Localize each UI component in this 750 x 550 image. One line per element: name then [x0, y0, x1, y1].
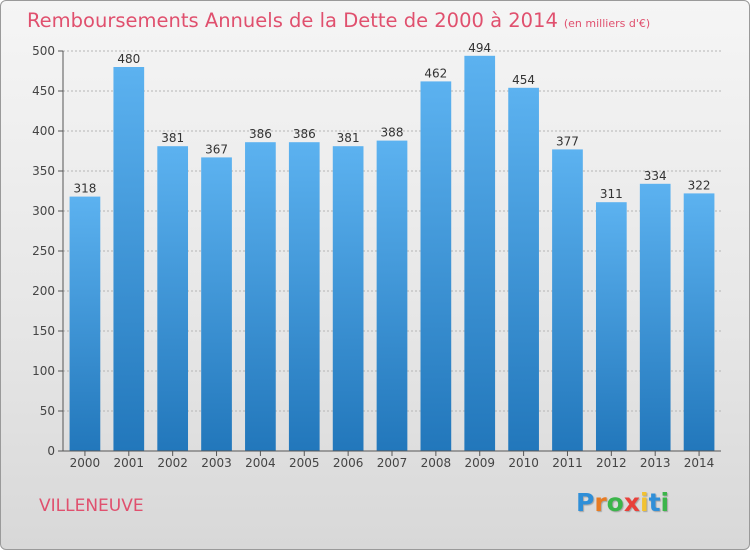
y-tick-label: 250: [32, 244, 55, 258]
bar-2002: [157, 146, 189, 451]
data-label-2012: 311: [600, 187, 623, 201]
tick-labels: 0 50 100 150 200 250 300 350 400 450 500 2000 2001 20…: [32, 44, 714, 470]
bar-2001: [113, 67, 145, 451]
x-tick-label-2010: 2010: [508, 456, 539, 470]
bar-2007: [376, 140, 408, 451]
data-label-2004: 386: [249, 127, 272, 141]
x-tick-label-2007: 2007: [377, 456, 408, 470]
y-tick-label: 400: [32, 124, 55, 138]
x-tick-label-2006: 2006: [333, 456, 364, 470]
chart-title: Remboursements Annuels de la Dette de 20…: [27, 9, 650, 32]
bar-2000: [69, 196, 101, 451]
bar-2011: [552, 149, 583, 451]
data-labels: 318 480 381 367 386 386 381 388 462 494 454 377 311 3…: [73, 41, 710, 201]
chart-subtitle: (en milliers d'€): [563, 17, 651, 30]
y-tick-label: 350: [32, 164, 55, 178]
logo-letter: o: [606, 488, 624, 517]
data-label-2014: 322: [688, 178, 711, 192]
x-tick-label-2005: 2005: [289, 456, 320, 470]
logo-letter: x: [623, 488, 640, 517]
x-tick-label-2013: 2013: [640, 456, 671, 470]
y-tick-label: 100: [32, 364, 55, 378]
y-tick-label: 450: [32, 84, 55, 98]
x-tick-label-2002: 2002: [157, 456, 188, 470]
x-tick-label-2004: 2004: [245, 456, 276, 470]
data-label-2008: 462: [424, 66, 447, 80]
data-label-2006: 381: [337, 131, 360, 145]
data-label-2007: 388: [381, 126, 404, 140]
bar-2008: [420, 81, 452, 452]
x-tick-label-2001: 2001: [114, 456, 145, 470]
bar-2006: [332, 146, 364, 451]
chart-title-text: Remboursements Annuels de la Dette de 20…: [27, 9, 558, 32]
x-tick-label-2003: 2003: [201, 456, 232, 470]
logo-letter: r: [594, 488, 607, 517]
proxiti-logo: Proxiti: [576, 488, 669, 517]
x-tick-label-2008: 2008: [421, 456, 452, 470]
bar-2010: [508, 87, 539, 452]
data-label-2013: 334: [644, 169, 667, 183]
bar-2013: [639, 183, 671, 452]
bar-2003: [201, 157, 232, 451]
y-tick-label: 300: [32, 204, 55, 218]
y-tick-label: 200: [32, 284, 55, 298]
data-label-2005: 386: [293, 127, 316, 141]
data-label-2001: 480: [117, 52, 140, 66]
logo-letter: i: [640, 488, 649, 517]
x-tick-label-2012: 2012: [596, 456, 627, 470]
x-tick-label-2011: 2011: [552, 456, 583, 470]
bar-2004: [245, 142, 276, 451]
bar-2009: [464, 55, 496, 452]
logo-letter: P: [576, 488, 595, 517]
bars: [69, 55, 715, 452]
y-tick-label: 150: [32, 324, 55, 338]
y-tick-label: 50: [40, 404, 55, 418]
x-tick-label-2009: 2009: [464, 456, 495, 470]
data-label-2000: 318: [73, 182, 96, 196]
x-tick-label-2014: 2014: [684, 456, 715, 470]
data-label-2002: 381: [161, 131, 184, 145]
data-label-2011: 377: [556, 134, 579, 148]
bar-2014: [683, 193, 715, 451]
data-label-2003: 367: [205, 142, 228, 156]
data-label-2010: 454: [512, 73, 535, 87]
location-label: VILLENEUVE: [39, 496, 144, 516]
y-tick-label: 0: [47, 444, 55, 458]
bar-2012: [595, 202, 627, 451]
bar-2005: [288, 142, 320, 451]
x-tick-label-2000: 2000: [70, 456, 101, 470]
logo-letter: i: [660, 488, 670, 517]
data-label-2009: 494: [468, 41, 491, 55]
y-tick-label: 500: [32, 44, 55, 58]
logo-letter: t: [648, 488, 661, 517]
